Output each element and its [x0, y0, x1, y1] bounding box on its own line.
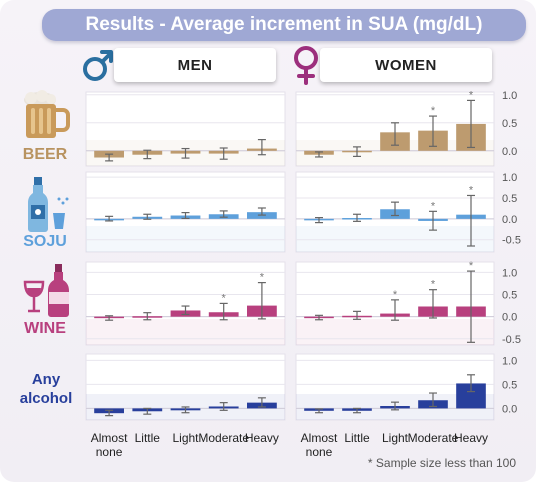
y-tick-label: 1.0 — [502, 355, 517, 367]
y-tick-label: -0.5 — [502, 334, 521, 346]
panel-tint — [296, 319, 494, 345]
panel-bg-wine-men — [85, 261, 286, 346]
women-header: WOMEN — [320, 48, 492, 82]
y-tick-label: 0.5 — [502, 290, 517, 302]
panel-tint — [86, 319, 285, 345]
title-banner: Results - Average increment in SUA (mg/d… — [42, 9, 526, 41]
small-sample-marker: * — [469, 184, 474, 196]
x-label-3: Moderate — [198, 431, 249, 445]
y-tick-label: 0.0 — [502, 312, 517, 324]
small-sample-marker: * — [469, 89, 474, 101]
panel-tint — [296, 226, 494, 252]
small-sample-marker: * — [431, 105, 436, 117]
small-sample-marker: * — [222, 292, 227, 304]
men-header: MEN — [114, 48, 276, 82]
x-label-1: Little — [344, 431, 370, 445]
y-tick-label: 1.0 — [502, 90, 517, 102]
row-label-soju: SOJU — [23, 233, 67, 250]
row-label-beer: BEER — [22, 146, 68, 163]
y-tick-label: 0.5 — [502, 193, 517, 205]
men-label: MEN — [177, 56, 213, 74]
y-tick-label: 0.5 — [502, 379, 517, 391]
panel-tint — [86, 226, 285, 252]
x-label-4: Heavy — [454, 431, 488, 445]
small-sample-marker: * — [260, 272, 265, 284]
soju-bottle-icon — [26, 175, 70, 233]
figure-title: Results - Average increment in SUA (mg/d… — [85, 14, 483, 35]
y-tick-label: 0.0 — [502, 146, 517, 158]
women-label: WOMEN — [375, 56, 437, 74]
x-label-3: Moderate — [408, 431, 459, 445]
x-label-0: none — [96, 445, 123, 459]
beer-mug-icon — [22, 90, 70, 142]
small-sample-marker: * — [431, 200, 436, 212]
y-tick-label: -0.5 — [502, 235, 521, 247]
footnote: * Sample size less than 100 — [367, 456, 516, 470]
x-label-0: Almost — [91, 431, 128, 445]
small-sample-marker: * — [393, 289, 398, 301]
y-tick-label: 0.5 — [502, 118, 517, 130]
female-symbol-icon — [290, 44, 322, 86]
y-tick-label: 1.0 — [502, 267, 517, 279]
x-label-0: Almost — [301, 431, 338, 445]
x-label-4: Heavy — [245, 431, 279, 445]
male-symbol-icon — [80, 46, 116, 84]
y-tick-label: 0.0 — [502, 214, 517, 226]
x-label-0: none — [306, 445, 333, 459]
y-tick-label: 0.0 — [502, 403, 517, 415]
x-label-2: Light — [382, 431, 409, 445]
wine-bottle-icon — [22, 262, 72, 318]
row-label-any-alcohol: Any alcohol — [19, 371, 73, 407]
x-label-2: Light — [172, 431, 199, 445]
small-sample-marker: * — [469, 260, 474, 272]
small-sample-marker: * — [431, 279, 436, 291]
row-label-wine: WINE — [24, 320, 66, 337]
x-label-1: Little — [135, 431, 161, 445]
y-tick-label: 1.0 — [502, 172, 517, 184]
